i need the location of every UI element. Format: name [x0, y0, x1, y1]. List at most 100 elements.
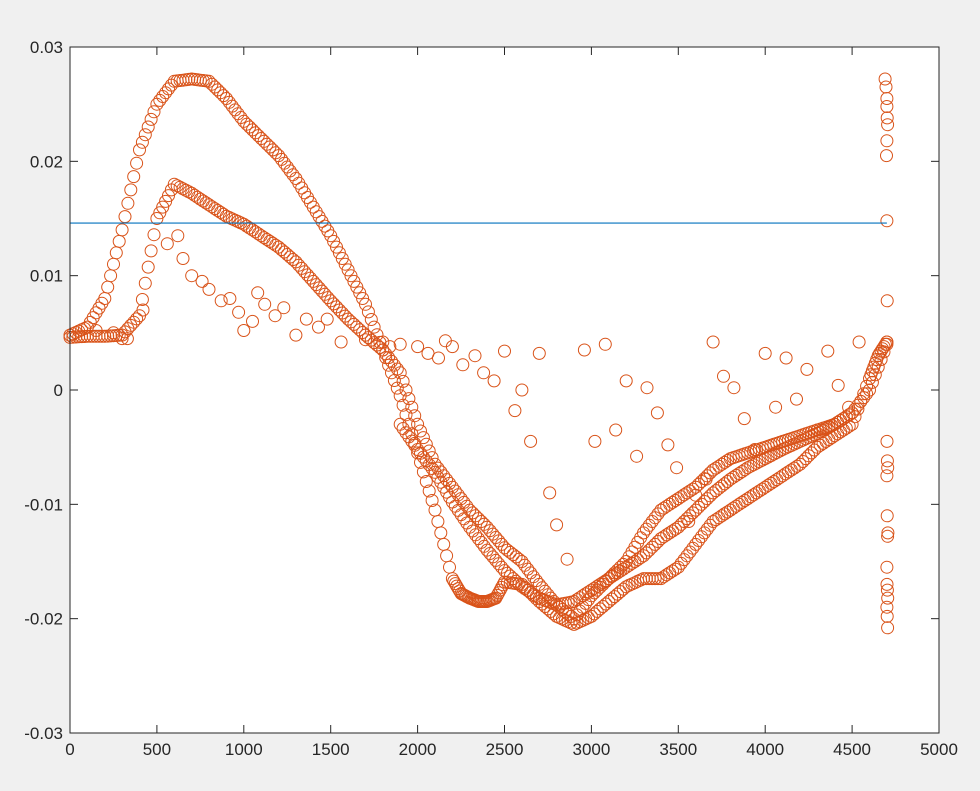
scatter-point: [842, 408, 856, 422]
scatter-point: [831, 378, 845, 392]
x-tick-label: 5000: [920, 740, 958, 759]
scatter-point: [651, 572, 665, 586]
scatter-point: [550, 518, 564, 532]
scatter-point: [609, 423, 623, 437]
scatter-point: [405, 400, 419, 414]
scatter-point: [334, 335, 348, 349]
y-tick-label: -0.02: [24, 610, 63, 629]
scatter-point: [214, 294, 228, 308]
scatter-point: [880, 454, 894, 468]
scatter-point: [689, 488, 703, 502]
scatter-point: [842, 400, 856, 414]
scatter-point: [515, 383, 529, 397]
scatter-point: [648, 572, 662, 586]
scatter-point: [868, 368, 882, 382]
scatter-point: [477, 366, 491, 380]
scatter-point: [865, 375, 879, 389]
scatter-point: [784, 439, 798, 452]
scatter-point: [880, 609, 894, 623]
x-axis: 0 500 1000 1500 2000 2500 3000 3500 4000 4500 5000: [65, 47, 958, 759]
scatter-point: [619, 374, 633, 388]
scatter-point: [532, 346, 546, 360]
scatter-point: [361, 305, 375, 319]
scatter-point: [185, 269, 199, 283]
scatter-point: [171, 229, 185, 243]
scatter-point: [167, 177, 181, 191]
scatter-point: [456, 358, 470, 372]
x-tick-label: 4500: [833, 740, 871, 759]
scatter-point: [881, 526, 895, 540]
scatter-point: [852, 335, 866, 349]
scatter-point: [773, 444, 787, 458]
scatter-point: [160, 237, 174, 251]
scatter-point: [577, 343, 591, 357]
scatter-point: [130, 312, 144, 326]
scatter-point: [432, 351, 445, 365]
scatter-point: [790, 436, 804, 450]
scatter-point: [127, 170, 141, 184]
scatter-point: [133, 143, 146, 157]
scatter-point: [89, 324, 103, 337]
scatter-point: [880, 434, 894, 448]
scatter-point: [130, 156, 144, 170]
scatter-point: [880, 469, 894, 483]
x-tick-label: 3500: [659, 740, 697, 759]
scatter-point: [411, 417, 425, 431]
scatter-point: [880, 149, 893, 163]
scatter-point: [880, 509, 894, 523]
scatter-point: [135, 135, 149, 149]
scatter-point: [650, 406, 664, 420]
scatter-point: [425, 494, 439, 507]
scatter-point: [863, 383, 876, 397]
scatter-point: [717, 369, 730, 383]
scatter-point: [877, 345, 891, 359]
scatter-point: [141, 260, 155, 274]
scatter-point: [121, 196, 135, 210]
scatter-point: [619, 580, 633, 594]
scatter-point: [498, 344, 511, 358]
scatter-point: [445, 340, 459, 354]
scatter-point: [770, 446, 784, 459]
y-tick-label: 0.02: [30, 152, 63, 171]
scatter-point: [341, 263, 355, 277]
scatter-point: [790, 392, 803, 406]
scatter-point: [124, 183, 138, 197]
scatter-point: [567, 617, 581, 631]
scatter-point: [231, 215, 245, 228]
scatter-point: [727, 381, 741, 395]
scatter-point: [881, 591, 895, 605]
scatter-point: [813, 425, 827, 439]
scatter-point: [706, 335, 720, 349]
scatter-point: [356, 292, 370, 305]
x-tick-label: 2500: [486, 740, 524, 759]
x-tick-label: 500: [143, 740, 171, 759]
scatter-point: [810, 423, 824, 437]
scatter-point: [393, 366, 407, 380]
scatter-point: [299, 312, 313, 326]
scatter-point: [881, 529, 895, 543]
scatter-point: [588, 434, 602, 448]
scatter-point: [383, 340, 397, 354]
scatter-point: [878, 72, 892, 86]
scatter-point: [744, 459, 758, 473]
scatter-point: [880, 214, 894, 228]
scatter-point: [880, 577, 894, 591]
scatter-point: [755, 453, 769, 467]
scatter-point: [560, 552, 574, 566]
scatter-point: [312, 320, 325, 334]
x-tick-label: 1500: [312, 740, 350, 759]
scatter-point: [529, 589, 543, 603]
scatter-point: [138, 276, 152, 290]
scatter-point: [880, 134, 894, 148]
scatter-point: [289, 328, 303, 342]
scatter-point: [670, 461, 684, 475]
y-tick-label: 0: [54, 381, 63, 400]
scatter-point: [721, 454, 734, 467]
scatter-point: [699, 472, 713, 486]
scatter-point: [411, 340, 425, 354]
x-tick-label: 4000: [746, 740, 784, 759]
scatter-point: [880, 294, 894, 308]
scatter-point: [195, 274, 209, 288]
scatter-series-layer: [63, 72, 895, 635]
